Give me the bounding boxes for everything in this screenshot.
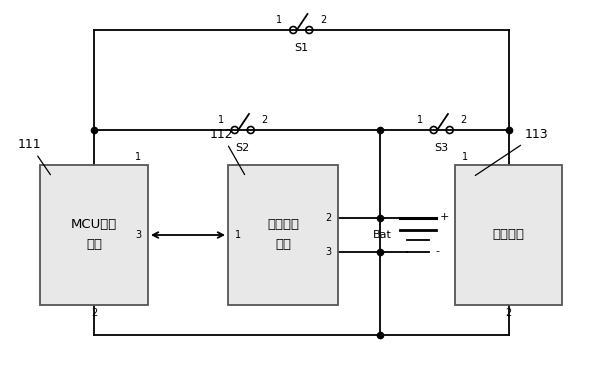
Bar bbox=[228, 165, 338, 305]
Text: S2: S2 bbox=[235, 143, 250, 153]
Text: 1: 1 bbox=[462, 152, 468, 162]
Text: 模块: 模块 bbox=[86, 238, 102, 252]
Text: 2: 2 bbox=[325, 213, 331, 223]
Text: 112: 112 bbox=[210, 128, 244, 175]
Text: 1: 1 bbox=[218, 115, 224, 125]
Text: 1: 1 bbox=[417, 115, 423, 125]
Text: 2: 2 bbox=[261, 115, 268, 125]
Text: -: - bbox=[435, 246, 439, 256]
Bar bbox=[455, 165, 562, 305]
Text: MCU控制: MCU控制 bbox=[71, 218, 117, 232]
Text: 1: 1 bbox=[235, 230, 241, 240]
Text: Bat: Bat bbox=[373, 230, 391, 240]
Text: 3: 3 bbox=[325, 247, 331, 257]
Text: 电压测量: 电压测量 bbox=[267, 218, 299, 232]
Text: 储能单元: 储能单元 bbox=[492, 228, 525, 242]
Text: 1: 1 bbox=[276, 15, 283, 25]
Text: S3: S3 bbox=[434, 143, 449, 153]
Text: 模块: 模块 bbox=[275, 238, 291, 252]
Text: 1: 1 bbox=[135, 152, 141, 162]
Text: S1: S1 bbox=[294, 43, 309, 53]
Text: 2: 2 bbox=[91, 308, 97, 318]
Text: 111: 111 bbox=[18, 138, 50, 175]
Text: 3: 3 bbox=[135, 230, 141, 240]
Text: 2: 2 bbox=[505, 308, 512, 318]
Text: +: + bbox=[439, 212, 449, 222]
Text: 2: 2 bbox=[460, 115, 467, 125]
Bar bbox=[40, 165, 148, 305]
Text: 113: 113 bbox=[476, 128, 549, 175]
Text: 2: 2 bbox=[320, 15, 326, 25]
